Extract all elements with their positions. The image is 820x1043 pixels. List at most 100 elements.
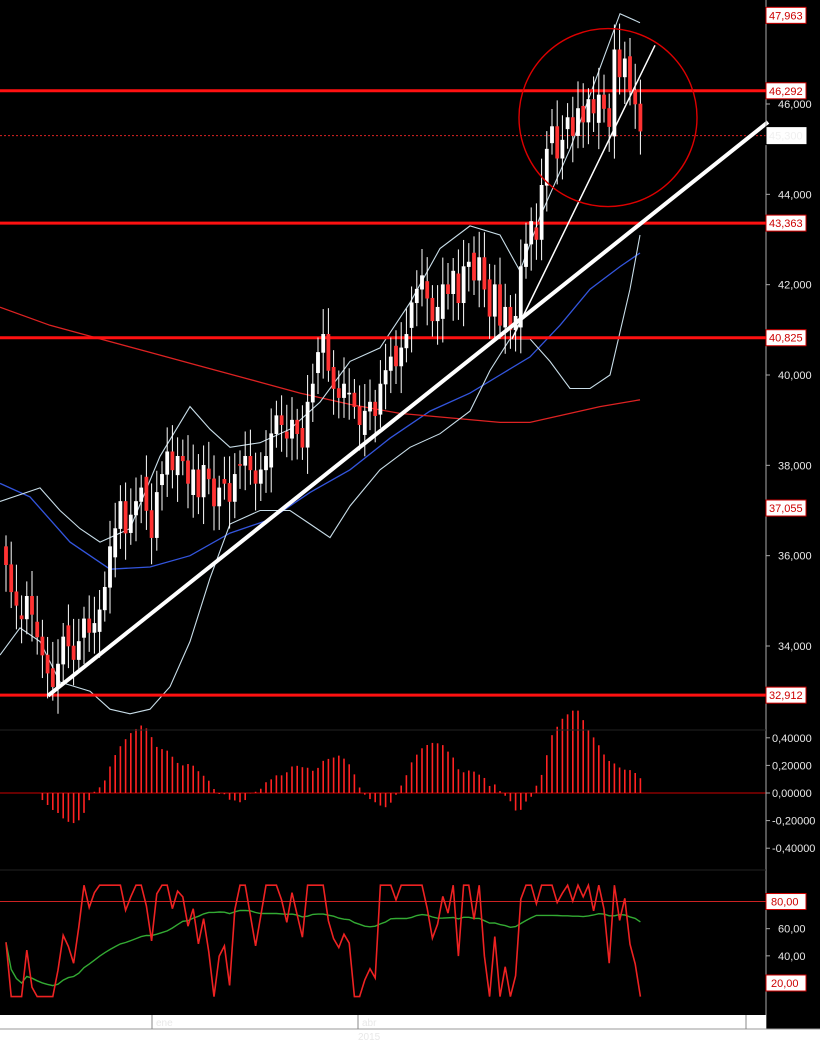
candle-body [617, 49, 622, 78]
level-marker [765, 329, 807, 347]
candle-body [222, 479, 227, 484]
candle-body [404, 334, 409, 349]
level-label: 40,825 [769, 333, 803, 345]
candle-body [295, 419, 300, 435]
candle-body [139, 487, 144, 502]
candle-body [472, 252, 476, 281]
price-panel [0, 12, 770, 715]
candle-body [19, 615, 24, 620]
candle-body [191, 469, 196, 495]
candle-body [326, 334, 331, 371]
year-axis-band [0, 1029, 820, 1043]
y-tick-label: -0,40000 [772, 843, 815, 855]
candle-body [248, 455, 253, 471]
moving-average-line [0, 306, 641, 424]
candle-body [40, 636, 45, 656]
level-marker [765, 82, 807, 100]
candle-body [461, 266, 466, 304]
candle-body [352, 392, 357, 407]
candle-body [628, 56, 632, 91]
time-axis-band [0, 1015, 766, 1029]
candle-body [134, 501, 138, 516]
y-tick-label: 0,00000 [772, 788, 812, 800]
candle-body [622, 58, 627, 78]
y-tick-label: 36,000 [778, 551, 812, 563]
candle-body [357, 406, 362, 425]
candle-body [269, 433, 274, 468]
candle-body [97, 609, 102, 632]
level-marker [765, 974, 807, 992]
candle-body [498, 284, 502, 326]
candle-body [66, 625, 71, 647]
candle-body [544, 148, 549, 186]
y-tick-label: 40,00 [778, 951, 806, 963]
candle-body [399, 347, 404, 367]
candle-body [144, 476, 149, 511]
oscillator-panel [0, 882, 766, 998]
candle-body [607, 108, 612, 127]
candle-body [534, 227, 539, 240]
candle-body [232, 474, 237, 502]
level-label: 20,00 [771, 978, 799, 990]
level-marker [765, 6, 807, 24]
candle-body [201, 465, 206, 498]
candle-body [206, 468, 211, 480]
candle-body [383, 370, 388, 385]
macd-panel [0, 710, 766, 824]
candle-body [347, 392, 352, 395]
candle-body [378, 383, 383, 415]
candle-body [550, 126, 554, 144]
candle-body [30, 596, 34, 615]
y-tick-label: 40,000 [778, 370, 812, 382]
candle-body [576, 108, 580, 136]
candle-body [466, 261, 471, 267]
y-tick-label: 60,00 [778, 924, 806, 936]
candle-body [82, 618, 86, 638]
candle-body [4, 546, 8, 565]
level-label: 46,292 [769, 86, 803, 98]
y-tick-label: 0,40000 [772, 733, 812, 745]
candle-body [503, 306, 508, 328]
candle-body [368, 401, 372, 412]
candle-body [128, 514, 133, 533]
time-label: ene [156, 1018, 173, 1029]
candle-body [149, 510, 154, 538]
level-marker [765, 214, 807, 232]
candle-body [529, 221, 534, 245]
candle-body [305, 401, 310, 448]
level-label: 47,963 [769, 10, 803, 22]
candle-body [482, 257, 487, 290]
y-tick-label: -0,20000 [772, 816, 815, 828]
level-label: 37,055 [769, 503, 803, 515]
last-price-label: 45,300 [769, 131, 803, 143]
candle-body [456, 273, 461, 304]
candle-body [581, 105, 586, 123]
candle-body [92, 623, 97, 633]
candle-body [24, 596, 29, 620]
candle-body [492, 284, 497, 317]
y-tick-label: 46,000 [778, 99, 812, 111]
candle-body [565, 117, 570, 130]
level-label: 43,363 [769, 218, 803, 230]
candle-body [227, 483, 232, 502]
candle-body [300, 427, 305, 448]
candle-body [539, 184, 544, 240]
candle-body [414, 288, 419, 304]
level-marker [765, 499, 807, 517]
candle-body [180, 455, 185, 462]
candle-body [217, 487, 222, 507]
candle-body [274, 415, 279, 435]
candle-body [76, 641, 81, 660]
candle-body [633, 90, 638, 105]
candle-body [310, 383, 315, 403]
candle-body [9, 564, 14, 593]
candle-body [596, 94, 601, 123]
highlight-circle [518, 27, 698, 208]
candle-body [425, 281, 430, 299]
candle-body [560, 139, 565, 159]
candle-body [50, 668, 55, 687]
level-label: 32,912 [769, 690, 803, 702]
